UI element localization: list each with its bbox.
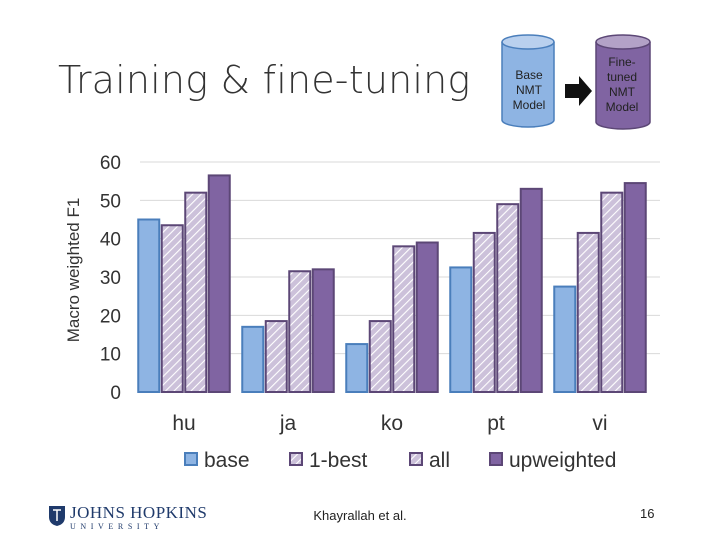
y-tick-label: 10	[100, 345, 121, 366]
x-tick-label: ko	[381, 412, 403, 435]
y-axis-ticks: 0 10 20 30 40 50 60	[100, 153, 121, 404]
footer-citation: Khayrallah et al.	[313, 508, 407, 523]
bar-one_best-pt	[472, 231, 496, 393]
right-arrow-icon	[565, 76, 592, 106]
shield-icon	[49, 506, 65, 526]
slide-title: Training & fine-tuning	[58, 58, 471, 102]
page-number: 16	[640, 506, 655, 521]
legend-swatch-upweighted	[489, 452, 503, 466]
x-tick-label: pt	[487, 412, 505, 435]
y-axis-label: Macro weighted F1	[64, 198, 83, 343]
bar-base-vi	[553, 285, 577, 393]
bar-one_best-hu	[160, 224, 184, 393]
logo-sub-text: UNIVERSITY	[70, 522, 164, 531]
logo-main-text: JOHNS HOPKINS	[70, 503, 208, 522]
y-tick-label: 0	[110, 383, 121, 404]
x-tick-label: ja	[279, 412, 297, 435]
legend-label-all: all	[429, 449, 450, 472]
model-diagram	[501, 34, 651, 130]
bar-all-vi	[600, 191, 624, 393]
bar-upweighted-pt	[519, 187, 543, 394]
y-tick-label: 50	[100, 191, 121, 212]
legend-label-one_best: 1-best	[309, 449, 368, 472]
bar-upweighted-hu	[207, 174, 231, 393]
bar-all-hu	[184, 191, 208, 393]
university-logo: JOHNS HOPKINS UNIVERSITY	[49, 503, 208, 531]
bar-base-pt	[449, 266, 473, 393]
bars	[137, 174, 647, 394]
bar-all-ko	[392, 245, 416, 394]
y-tick-label: 60	[100, 153, 121, 174]
legend-label-upweighted: upweighted	[509, 449, 616, 472]
bar-one_best-ja	[264, 320, 288, 393]
legend-swatch-one_best	[289, 452, 303, 466]
base-model-cylinder	[501, 34, 555, 128]
bar-chart: 0 10 20 30 40 50 60 hu ja ko pt vi Macro weighted …	[64, 153, 660, 472]
x-tick-label: hu	[172, 412, 195, 435]
bar-base-ja	[241, 325, 265, 393]
legend-swatch-all	[409, 452, 423, 466]
y-tick-label: 40	[100, 230, 121, 251]
legend-swatch-base	[184, 452, 198, 466]
x-axis-ticks: hu ja ko pt vi	[172, 412, 607, 435]
bar-base-hu	[137, 218, 161, 393]
bar-upweighted-vi	[623, 182, 647, 394]
bar-base-ko	[345, 343, 369, 393]
legend: base 1-best all upweighted	[184, 449, 616, 472]
bar-upweighted-ja	[311, 268, 335, 393]
x-tick-label: vi	[592, 412, 607, 435]
bar-one_best-ko	[368, 320, 392, 393]
legend-label-base: base	[204, 449, 250, 472]
y-tick-label: 30	[100, 268, 121, 289]
bar-one_best-vi	[576, 231, 600, 393]
bar-all-ja	[288, 270, 312, 393]
finetuned-model-label: Fine-tuned NMT Model	[605, 55, 639, 114]
base-model-label: Base NMT Model	[512, 68, 546, 112]
finetuned-model-cylinder	[595, 34, 651, 130]
y-tick-label: 20	[100, 306, 121, 327]
bar-all-pt	[496, 203, 520, 393]
bar-upweighted-ko	[415, 241, 439, 393]
